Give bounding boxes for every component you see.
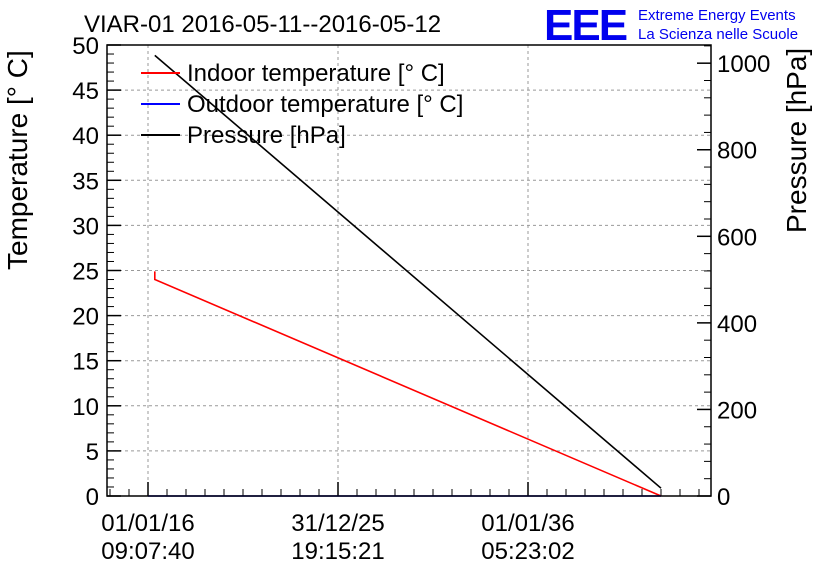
y-tick-label: 50 — [72, 33, 99, 60]
series-line-3 — [154, 54, 662, 489]
tick-labels: 0 5 10 15 20 25 30 35 40 45 50 0 200 400 600 800 1000 01/… — [72, 33, 770, 565]
y2-tick-label: 800 — [717, 138, 757, 165]
eee-logo-mark: EEE — [544, 1, 627, 50]
y2-tick-label: 0 — [717, 484, 730, 511]
logo-line-1: Extreme Energy Events — [638, 7, 796, 24]
x-tick-label-date: 31/12/25 — [291, 510, 384, 537]
y2-tick-label: 200 — [717, 397, 757, 424]
y-axis-label: Temperature [° C] — [2, 50, 33, 270]
x-tick-label-date: 01/01/36 — [481, 510, 574, 537]
y2-tick-label: 1000 — [717, 51, 770, 78]
y-tick-label: 5 — [86, 439, 99, 466]
chart-title: VIAR-01 2016-05-11--2016-05-12 — [84, 11, 441, 38]
eee-logo: EEE Extreme Energy Events La Scienza nel… — [544, 1, 798, 50]
y-tick-label: 10 — [72, 394, 99, 421]
y-tick-label: 35 — [72, 168, 99, 195]
y-tick-label: 40 — [72, 123, 99, 150]
y-tick-label: 20 — [72, 304, 99, 331]
legend-label: Pressure [hPa] — [187, 122, 346, 149]
y-tick-label: 30 — [72, 213, 99, 240]
x-tick-label-time: 19:15:21 — [291, 538, 384, 565]
series-line-1 — [154, 271, 662, 497]
y-tick-label: 15 — [72, 349, 99, 376]
y2-tick-label: 400 — [717, 311, 757, 338]
x-tick-label-date: 01/01/16 — [101, 510, 194, 537]
y-tick-label: 45 — [72, 78, 99, 105]
grid — [107, 45, 711, 496]
y2-axis-label: Pressure [hPa] — [781, 48, 812, 233]
logo-line-2: La Scienza nelle Scuole — [638, 26, 798, 43]
y-tick-label: 0 — [86, 484, 99, 511]
legend-label: Indoor temperature [° C] — [187, 60, 445, 87]
y2-tick-label: 600 — [717, 224, 757, 251]
y-tick-label: 25 — [72, 259, 99, 286]
ticks — [107, 44, 711, 497]
x-tick-label-time: 09:07:40 — [101, 538, 194, 565]
plot-frame — [106, 44, 712, 497]
x-tick-label-time: 05:23:02 — [481, 538, 574, 565]
legend: Indoor temperature [° C] Outdoor temperat… — [141, 60, 463, 149]
legend-label: Outdoor temperature [° C] — [187, 91, 463, 118]
